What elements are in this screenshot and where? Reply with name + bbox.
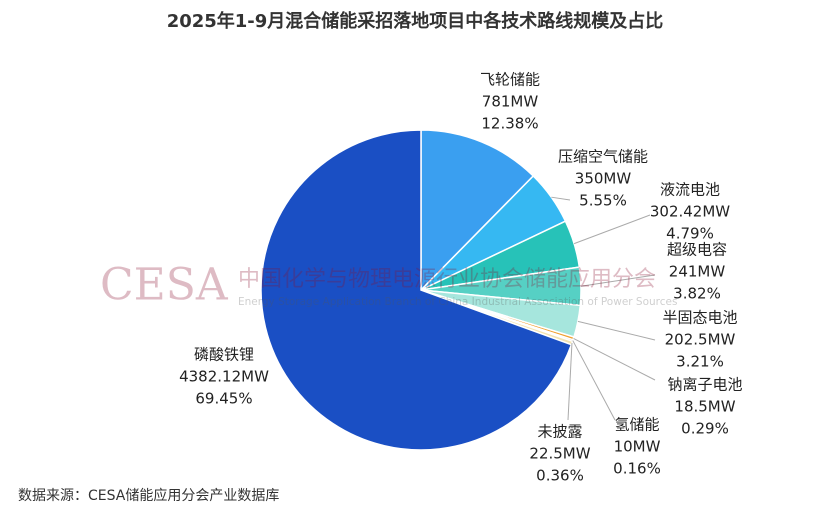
watermark-cn: 中国化学与物理电源行业协会储能应用分会 xyxy=(238,267,656,292)
data-label: 4382.12MW xyxy=(179,368,269,386)
data-label: 0.29% xyxy=(681,420,729,438)
pie-slice xyxy=(420,129,535,292)
data-label: 4.79% xyxy=(666,225,714,243)
data-label: 10MW xyxy=(614,438,661,456)
data-label: 69.45% xyxy=(195,390,252,408)
leader-line xyxy=(572,340,616,421)
data-label: 3.21% xyxy=(676,353,724,371)
source-note: 数据来源：CESA储能应用分会产业数据库 xyxy=(18,487,279,504)
data-label: 3.82% xyxy=(673,285,721,303)
data-label: 氢储能 xyxy=(614,416,659,434)
data-label: 0.36% xyxy=(536,467,584,485)
data-label: 磷酸铁锂 xyxy=(194,346,254,364)
leader-line xyxy=(577,320,656,341)
data-label: 12.38% xyxy=(481,115,538,133)
leader-line xyxy=(573,337,656,381)
data-label: 241MW xyxy=(669,263,726,281)
data-label: 钠离子电池 xyxy=(667,376,742,394)
data-label: 0.16% xyxy=(613,460,661,478)
data-label: 飞轮储能 xyxy=(480,71,540,89)
data-label: 22.5MW xyxy=(529,445,590,463)
data-label: 半固态电池 xyxy=(662,309,737,327)
data-label: 781MW xyxy=(482,93,539,111)
data-label: 压缩空气储能 xyxy=(558,148,648,166)
data-label: 302.42MW xyxy=(650,203,730,221)
data-label: 5.55% xyxy=(579,192,627,210)
pie-slice xyxy=(260,129,573,451)
leader-line xyxy=(573,214,651,245)
data-label: 超级电容 xyxy=(667,241,727,259)
leader-line xyxy=(551,196,571,201)
watermark-logo: CESA xyxy=(100,260,229,311)
chart-title: 2025年1-9月混合储能采招落地项目中各技术路线规模及占比 xyxy=(167,10,664,32)
data-label: 液流电池 xyxy=(660,181,720,199)
watermark: CESA 中国化学与物理电源行业协会储能应用分会 Energy Storage Ap… xyxy=(100,260,677,311)
leader-line xyxy=(580,274,656,287)
data-label: 350MW xyxy=(575,170,632,188)
data-label: 18.5MW xyxy=(674,398,735,416)
data-label: 202.5MW xyxy=(665,331,736,349)
watermark-en: Energy Storage Application Branch of Chi… xyxy=(238,296,677,308)
data-label: 未披露 xyxy=(537,423,582,441)
leader-line xyxy=(567,342,573,421)
